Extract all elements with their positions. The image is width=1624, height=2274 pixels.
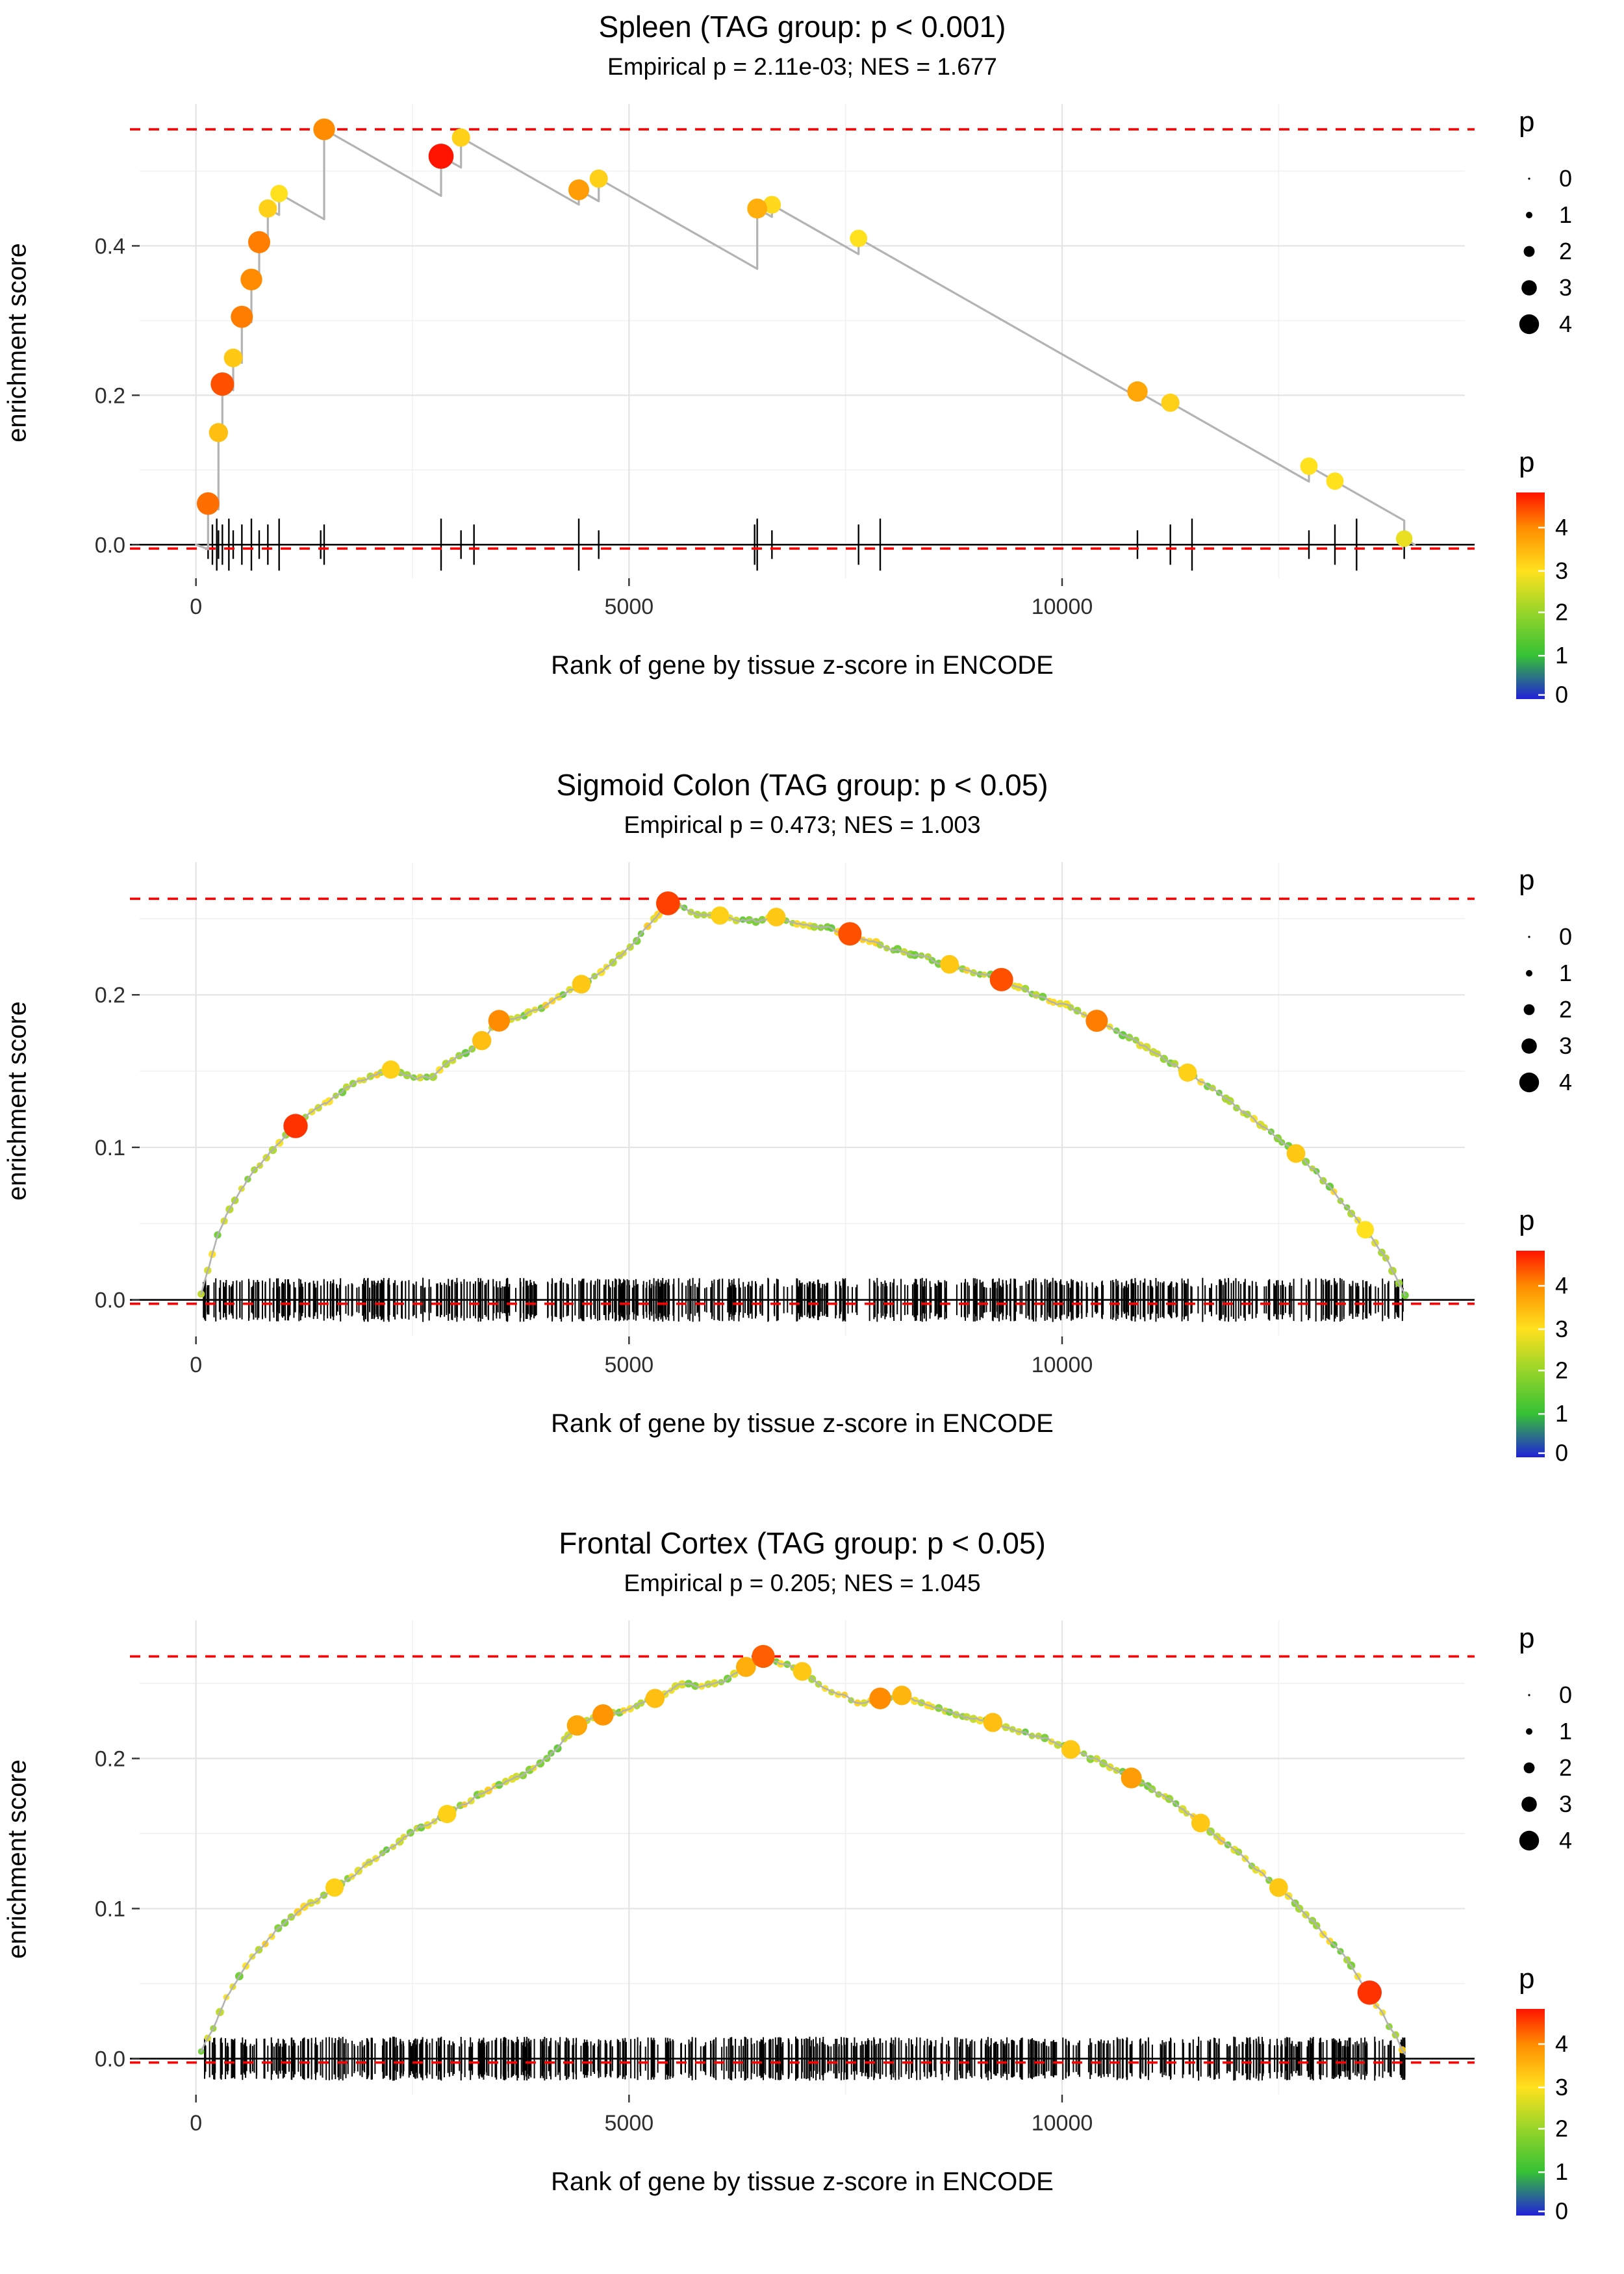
axes: 0 5000 10000 0.0 0.1 0.2	[95, 983, 1093, 1377]
svg-text:3: 3	[1559, 1791, 1572, 1817]
svg-text:0: 0	[1555, 1440, 1568, 1466]
svg-text:p: p	[1519, 446, 1534, 478]
svg-text:1: 1	[1559, 201, 1572, 228]
gene-markers	[283, 891, 1375, 1239]
svg-text:2: 2	[1555, 598, 1568, 625]
svg-text:p: p	[1519, 864, 1534, 896]
size-legend: p0 1 2 3 4	[1519, 1622, 1572, 1854]
svg-text:3: 3	[1555, 2074, 1568, 2101]
axes: 0 5000 10000 0.0 0.2 0.4	[95, 234, 1093, 619]
svg-text:5000: 5000	[605, 2111, 654, 2136]
svg-text:5000: 5000	[605, 594, 654, 619]
svg-text:2: 2	[1559, 238, 1572, 264]
svg-text:0.4: 0.4	[95, 234, 125, 259]
svg-text:0.0: 0.0	[95, 2047, 125, 2072]
svg-text:1: 1	[1559, 1718, 1572, 1744]
svg-text:0.1: 0.1	[95, 1136, 125, 1160]
svg-text:0: 0	[1555, 2198, 1568, 2225]
enrichment-curve	[195, 128, 1416, 550]
svg-text:0: 0	[1559, 165, 1572, 192]
svg-text:10000: 10000	[1032, 594, 1093, 619]
panel-frontal-cortex: Frontal Cortex (TAG group: p < 0.05) Emp…	[0, 1516, 1624, 2274]
svg-text:2: 2	[1555, 1357, 1568, 1383]
enrichment-plot: 0 5000 10000 0.0 0.2 0.4 p 0 1 2 3 4 p 4 3 2 1 0	[0, 84, 1624, 758]
svg-text:1: 1	[1555, 642, 1568, 669]
svg-text:10000: 10000	[1032, 1353, 1093, 1377]
color-legend: p 4 3 2 1 0	[1516, 446, 1568, 708]
svg-text:4: 4	[1555, 514, 1568, 541]
svg-text:4: 4	[1555, 1272, 1568, 1299]
enrichment-curve	[200, 901, 1406, 1296]
gridlines	[140, 862, 1465, 1336]
svg-text:4: 4	[1559, 311, 1572, 337]
chart-subtitle: Empirical p = 0.205; NES = 1.045	[624, 1570, 981, 1596]
svg-text:3: 3	[1559, 274, 1572, 301]
svg-text:0: 0	[190, 1353, 202, 1377]
chart-title: Spleen (TAG group: p < 0.001)	[598, 10, 1006, 44]
svg-text:p: p	[1519, 1963, 1534, 1995]
svg-text:p: p	[1519, 1622, 1534, 1654]
svg-text:p: p	[1519, 1205, 1534, 1236]
size-legend: p0 1 2 3 4	[1519, 106, 1572, 337]
chart-subtitle: Empirical p = 0.473; NES = 1.003	[624, 811, 981, 838]
svg-text:0.2: 0.2	[95, 1747, 125, 1772]
svg-text:0: 0	[190, 2111, 202, 2136]
svg-text:5000: 5000	[605, 1353, 654, 1377]
svg-text:2: 2	[1555, 2115, 1568, 2141]
svg-text:0.2: 0.2	[95, 983, 125, 1008]
gene-markers	[325, 1644, 1382, 2005]
svg-text:3: 3	[1555, 1316, 1568, 1342]
enrichment-curve	[200, 1654, 1406, 2055]
svg-text:4: 4	[1559, 1827, 1572, 1854]
svg-text:1: 1	[1555, 2158, 1568, 2185]
svg-text:0.2: 0.2	[95, 383, 125, 408]
color-legend: p 4 3 2 1 0	[1516, 1963, 1568, 2225]
x-axis-label: Rank of gene by tissue z-score in ENCODE	[551, 1409, 1054, 1438]
svg-text:0.1: 0.1	[95, 1897, 125, 1922]
svg-text:0: 0	[1555, 682, 1568, 708]
svg-text:3: 3	[1559, 1032, 1572, 1059]
gene-markers	[196, 118, 1413, 547]
svg-text:4: 4	[1559, 1069, 1572, 1095]
svg-text:0: 0	[190, 594, 202, 619]
svg-text:p: p	[1519, 106, 1534, 138]
axes: 0 5000 10000 0.0 0.1 0.2	[95, 1747, 1093, 2136]
x-axis-label: Rank of gene by tissue z-score in ENCODE	[551, 2167, 1054, 2196]
panel-spleen: Spleen (TAG group: p < 0.001) Empirical …	[0, 0, 1624, 758]
chart-subtitle: Empirical p = 2.11e-03; NES = 1.677	[607, 53, 997, 80]
panel-sigmoid-colon: Sigmoid Colon (TAG group: p < 0.05) Empi…	[0, 758, 1624, 1516]
chart-title: Sigmoid Colon (TAG group: p < 0.05)	[556, 768, 1048, 802]
gridlines	[140, 1620, 1465, 2095]
enrichment-plot: 0 5000 10000 0.0 0.1 0.2 p 0 1 2 3 4 p 4 3 2 1 0	[0, 1601, 1624, 2274]
gridlines	[140, 104, 1465, 578]
svg-text:3: 3	[1555, 557, 1568, 584]
enrichment-plot: 0 5000 10000 0.0 0.1 0.2 p 0 1 2 3 4 p 4 3 2 1 0	[0, 843, 1624, 1516]
color-legend: p 4 3 2 1 0	[1516, 1205, 1568, 1466]
svg-text:0: 0	[1559, 923, 1572, 950]
x-axis-label: Rank of gene by tissue z-score in ENCODE	[551, 651, 1054, 680]
size-legend: p0 1 2 3 4	[1519, 864, 1572, 1095]
svg-text:0: 0	[1559, 1681, 1572, 1708]
svg-text:0.0: 0.0	[95, 1288, 125, 1313]
svg-text:2: 2	[1559, 996, 1572, 1023]
gene-trail	[197, 1652, 1406, 2055]
svg-text:1: 1	[1555, 1400, 1568, 1427]
chart-title: Frontal Cortex (TAG group: p < 0.05)	[559, 1526, 1046, 1560]
svg-text:10000: 10000	[1032, 2111, 1093, 2136]
svg-text:1: 1	[1559, 960, 1572, 986]
svg-text:2: 2	[1559, 1754, 1572, 1781]
svg-text:0.0: 0.0	[95, 533, 125, 557]
svg-text:4: 4	[1555, 2030, 1568, 2057]
